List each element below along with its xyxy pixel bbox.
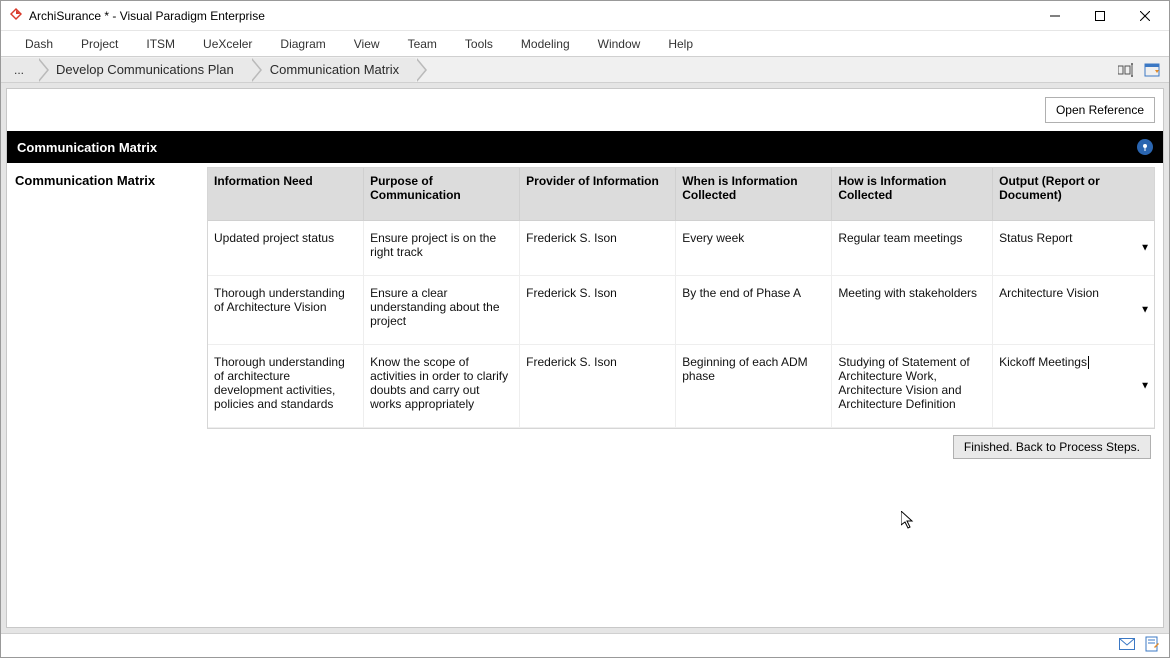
menu-team[interactable]: Team bbox=[394, 31, 451, 56]
breadcrumb-item-1[interactable]: Develop Communications Plan bbox=[36, 58, 250, 82]
menu-dash[interactable]: Dash bbox=[11, 31, 67, 56]
col-when[interactable]: When is Information Collected bbox=[676, 168, 832, 221]
dropdown-arrow-icon[interactable]: ▼ bbox=[1140, 381, 1150, 392]
breadcrumb-item-2[interactable]: Communication Matrix bbox=[250, 58, 415, 82]
menu-help[interactable]: Help bbox=[654, 31, 707, 56]
window-close-button[interactable] bbox=[1122, 2, 1167, 30]
cell[interactable]: Updated project status bbox=[208, 221, 364, 276]
table-row[interactable]: Thorough understanding of architecture d… bbox=[208, 345, 1154, 428]
window-title: ArchiSurance * - Visual Paradigm Enterpr… bbox=[29, 9, 265, 23]
menu-uexceler[interactable]: UeXceler bbox=[189, 31, 266, 56]
table-row[interactable]: Thorough understanding of Architecture V… bbox=[208, 276, 1154, 345]
window-minimize-button[interactable] bbox=[1032, 2, 1077, 30]
mail-icon[interactable] bbox=[1119, 638, 1135, 653]
col-provider[interactable]: Provider of Information bbox=[520, 168, 676, 221]
toolbar-panel-icon[interactable] bbox=[1141, 59, 1163, 81]
cell[interactable]: Every week bbox=[676, 221, 832, 276]
cell[interactable]: Studying of Statement of Architecture Wo… bbox=[832, 345, 993, 428]
cell[interactable]: Thorough understanding of architecture d… bbox=[208, 345, 364, 428]
note-icon[interactable] bbox=[1145, 636, 1159, 655]
menu-window[interactable]: Window bbox=[584, 31, 655, 56]
panel-header: Communication Matrix bbox=[7, 131, 1163, 163]
menu-bar: Dash Project ITSM UeXceler Diagram View … bbox=[1, 31, 1169, 57]
cell[interactable]: Frederick S. Ison bbox=[520, 276, 676, 345]
finish-button[interactable]: Finished. Back to Process Steps. bbox=[953, 435, 1151, 459]
app-logo-icon bbox=[9, 7, 23, 24]
pin-icon[interactable] bbox=[1137, 139, 1153, 155]
menu-tools[interactable]: Tools bbox=[451, 31, 507, 56]
status-bar bbox=[1, 633, 1169, 657]
cell[interactable]: Status Report▼ bbox=[993, 221, 1154, 276]
menu-itsm[interactable]: ITSM bbox=[132, 31, 189, 56]
matrix-side-title: Communication Matrix bbox=[7, 163, 207, 621]
table-header-row: Information Need Purpose of Communicatio… bbox=[208, 168, 1154, 221]
window-maximize-button[interactable] bbox=[1077, 2, 1122, 30]
dropdown-arrow-icon[interactable]: ▼ bbox=[1140, 243, 1150, 254]
cell[interactable]: Frederick S. Ison bbox=[520, 345, 676, 428]
col-information-need[interactable]: Information Need bbox=[208, 168, 364, 221]
table-row[interactable]: Updated project status Ensure project is… bbox=[208, 221, 1154, 276]
menu-diagram[interactable]: Diagram bbox=[266, 31, 339, 56]
cell[interactable]: Architecture Vision▼ bbox=[993, 276, 1154, 345]
communication-matrix-table: Information Need Purpose of Communicatio… bbox=[207, 167, 1155, 429]
cell[interactable]: Regular team meetings bbox=[832, 221, 993, 276]
cell[interactable]: Ensure project is on the right track bbox=[364, 221, 520, 276]
cell[interactable]: Frederick S. Ison bbox=[520, 221, 676, 276]
panel-header-title: Communication Matrix bbox=[17, 140, 157, 155]
work-area: Open Reference Communication Matrix Comm… bbox=[1, 83, 1169, 633]
menu-modeling[interactable]: Modeling bbox=[507, 31, 584, 56]
breadcrumb-bar: ... Develop Communications Plan Communic… bbox=[1, 57, 1169, 83]
menu-view[interactable]: View bbox=[340, 31, 394, 56]
col-purpose[interactable]: Purpose of Communication bbox=[364, 168, 520, 221]
breadcrumb-root[interactable]: ... bbox=[1, 58, 37, 82]
toolbar-align-icon[interactable] bbox=[1115, 59, 1137, 81]
cell[interactable]: Meeting with stakeholders bbox=[832, 276, 993, 345]
cell[interactable]: Beginning of each ADM phase bbox=[676, 345, 832, 428]
menu-project[interactable]: Project bbox=[67, 31, 132, 56]
cell[interactable]: By the end of Phase A bbox=[676, 276, 832, 345]
col-how[interactable]: How is Information Collected bbox=[832, 168, 993, 221]
main-panel: Open Reference Communication Matrix Comm… bbox=[6, 88, 1164, 628]
open-reference-button[interactable]: Open Reference bbox=[1045, 97, 1155, 123]
dropdown-arrow-icon[interactable]: ▼ bbox=[1140, 305, 1150, 316]
col-output[interactable]: Output (Report or Document) bbox=[993, 168, 1154, 221]
cell[interactable]: Ensure a clear understanding about the p… bbox=[364, 276, 520, 345]
cell[interactable]: Kickoff Meetings▼ bbox=[993, 345, 1154, 428]
window-titlebar: ArchiSurance * - Visual Paradigm Enterpr… bbox=[1, 1, 1169, 31]
cell[interactable]: Know the scope of activities in order to… bbox=[364, 345, 520, 428]
cell[interactable]: Thorough understanding of Architecture V… bbox=[208, 276, 364, 345]
